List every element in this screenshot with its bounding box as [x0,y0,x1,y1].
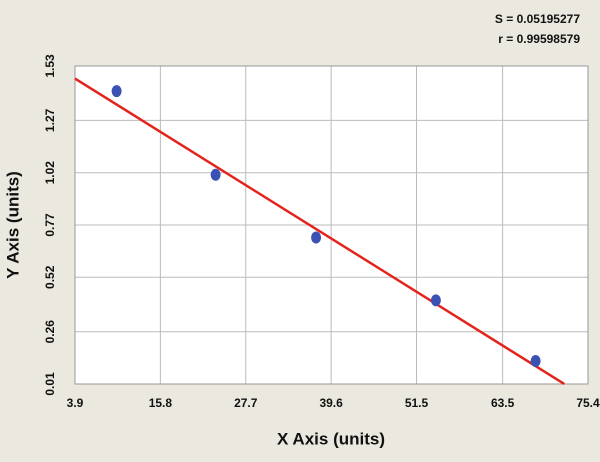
fit-line [74,77,565,386]
y-tick-label: 0.01 [43,372,57,396]
data-point [430,294,441,307]
annotation: r = 0.99598579 [498,32,580,46]
data-point [311,231,322,244]
x-tick-label: 63.5 [491,396,515,410]
y-tick-label: 1.53 [43,54,57,78]
y-tick-label: 0.52 [43,265,57,289]
x-tick-label: 15.8 [149,396,173,410]
x-tick-label: 75.4 [576,396,600,410]
x-tick-label: 27.7 [234,396,258,410]
y-axis-label: Y Axis (units) [3,171,22,279]
plot-border [74,65,589,385]
y-tick-label: 1.02 [43,161,57,185]
y-tick-label: 1.27 [43,108,57,132]
x-tick-label: 39.6 [319,396,343,410]
annotation: S = 0.05195277 [495,12,580,26]
data-point [111,85,122,98]
x-tick-label: 51.5 [405,396,429,410]
data-point [530,354,541,367]
data-point [210,168,221,181]
x-tick-label: 3.9 [67,396,84,410]
y-tick-label: 0.77 [43,213,57,237]
x-axis-label: X Axis (units) [277,429,385,448]
y-tick-label: 0.26 [43,320,57,344]
